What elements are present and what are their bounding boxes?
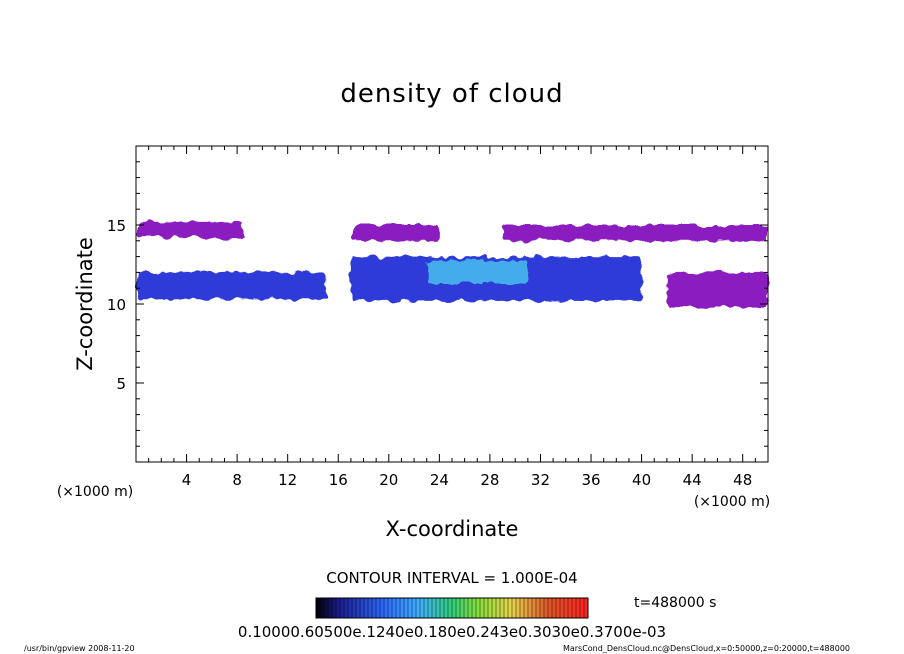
colorbar bbox=[315, 597, 589, 619]
x-tick-label: 16 bbox=[329, 471, 348, 489]
x-tick-label: 24 bbox=[430, 471, 449, 489]
footer-left: /usr/bin/gpview 2008-11-20 bbox=[24, 644, 135, 653]
x-tick-label: 12 bbox=[278, 471, 297, 489]
y-tick-label: 10 bbox=[107, 296, 126, 314]
x-tick-label: 8 bbox=[232, 471, 242, 489]
cloud-region-6 bbox=[426, 259, 528, 284]
cloud-region-2 bbox=[350, 225, 440, 241]
x-tick-label: 20 bbox=[379, 471, 398, 489]
time-label: t=488000 s bbox=[634, 595, 716, 611]
x-tick-label: 32 bbox=[531, 471, 550, 489]
x-tick-label: 48 bbox=[733, 471, 752, 489]
x-unit-left: (×1000 m) bbox=[57, 484, 133, 500]
cloud-region-7 bbox=[666, 272, 768, 308]
x-tick-label: 40 bbox=[632, 471, 651, 489]
cloud-regions bbox=[136, 221, 768, 308]
y-tick-label: 5 bbox=[116, 375, 126, 393]
colorbar-labels: 0.10000.60500e.1240e0.180e0.243e0.3030e0… bbox=[238, 623, 666, 641]
cloud-region-3 bbox=[502, 225, 768, 241]
footer-right: MarsCond_DensCloud.nc@DensCloud,x=0:5000… bbox=[563, 644, 850, 653]
cloud-region-4 bbox=[136, 272, 326, 300]
y-tick-label: 15 bbox=[107, 217, 126, 235]
x-tick-label: 44 bbox=[683, 471, 702, 489]
y-axis-label: Z-coordinate bbox=[73, 237, 97, 371]
x-tick-label: 36 bbox=[581, 471, 600, 489]
x-unit-right: (×1000 m) bbox=[694, 494, 770, 510]
cloud-region-1 bbox=[136, 221, 244, 238]
x-tick-label: 28 bbox=[480, 471, 499, 489]
chart-title: density of cloud bbox=[340, 79, 563, 109]
x-tick-label: 4 bbox=[182, 471, 192, 489]
x-axis-label: X-coordinate bbox=[386, 517, 519, 541]
colorbar-bins bbox=[319, 598, 585, 618]
contour-interval-label: CONTOUR INTERVAL = 1.000E-04 bbox=[326, 569, 577, 587]
